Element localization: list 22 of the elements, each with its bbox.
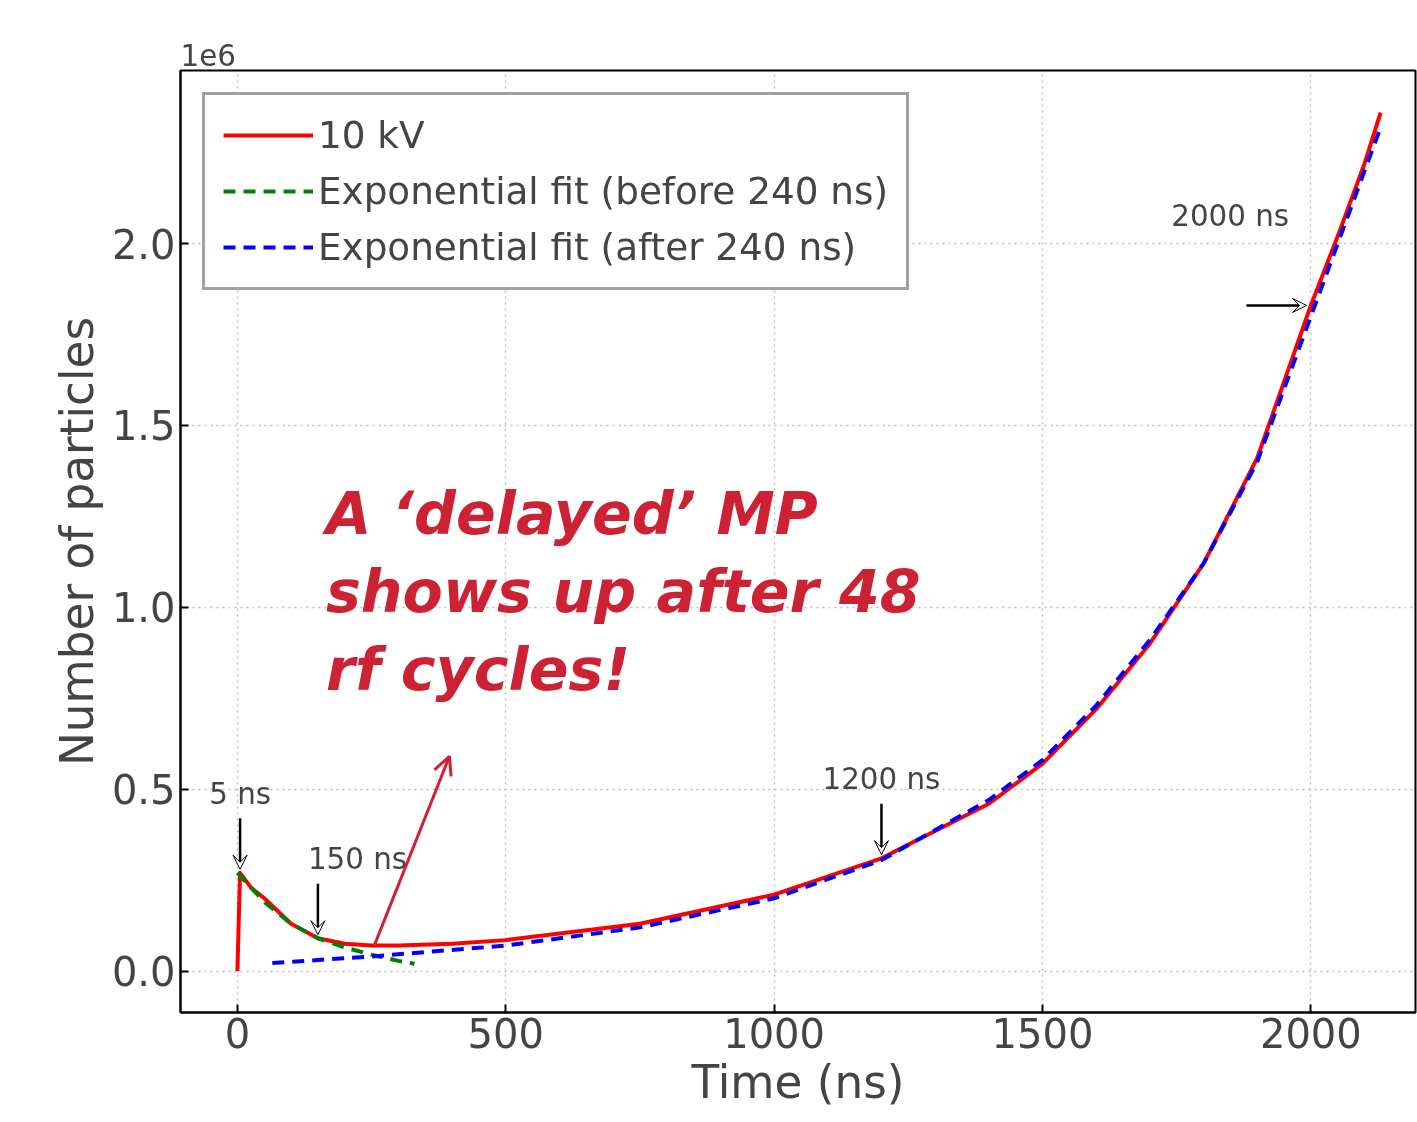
line-series bbox=[235, 870, 417, 966]
x-tick-label: 0 bbox=[224, 1010, 251, 1057]
x-tick-label: 1500 bbox=[991, 1010, 1094, 1057]
x-tick-label: 1000 bbox=[723, 1010, 826, 1057]
y-tick-label: 1.5 bbox=[111, 403, 176, 450]
legend-label: Exponential fit (before 240 ns) bbox=[318, 169, 888, 213]
annotation: 150 ns bbox=[307, 842, 408, 877]
y-axis-title: Number of particles bbox=[50, 316, 104, 767]
annotation: 1e6 bbox=[180, 38, 236, 73]
annotation: 1200 ns bbox=[822, 762, 941, 797]
x-tick-label: 2000 bbox=[1259, 1010, 1362, 1057]
y-tick-label: 0.5 bbox=[111, 767, 176, 814]
annotation: A ‘delayed’ MP shows up after 48 rf cycles! bbox=[321, 480, 921, 705]
annotation: 5 ns bbox=[209, 777, 272, 812]
y-tick-label: 0.0 bbox=[111, 949, 176, 996]
legend-label: Exponential fit (after 240 ns) bbox=[318, 225, 857, 269]
annotation: 2000 ns bbox=[1171, 198, 1290, 233]
y-tick-label: 2.0 bbox=[111, 221, 176, 268]
x-axis-title: Time (ns) bbox=[690, 1055, 905, 1109]
legend-label: 10 kV bbox=[318, 113, 425, 157]
x-tick-label: 500 bbox=[467, 1010, 544, 1057]
y-tick-label: 1.0 bbox=[111, 585, 176, 632]
